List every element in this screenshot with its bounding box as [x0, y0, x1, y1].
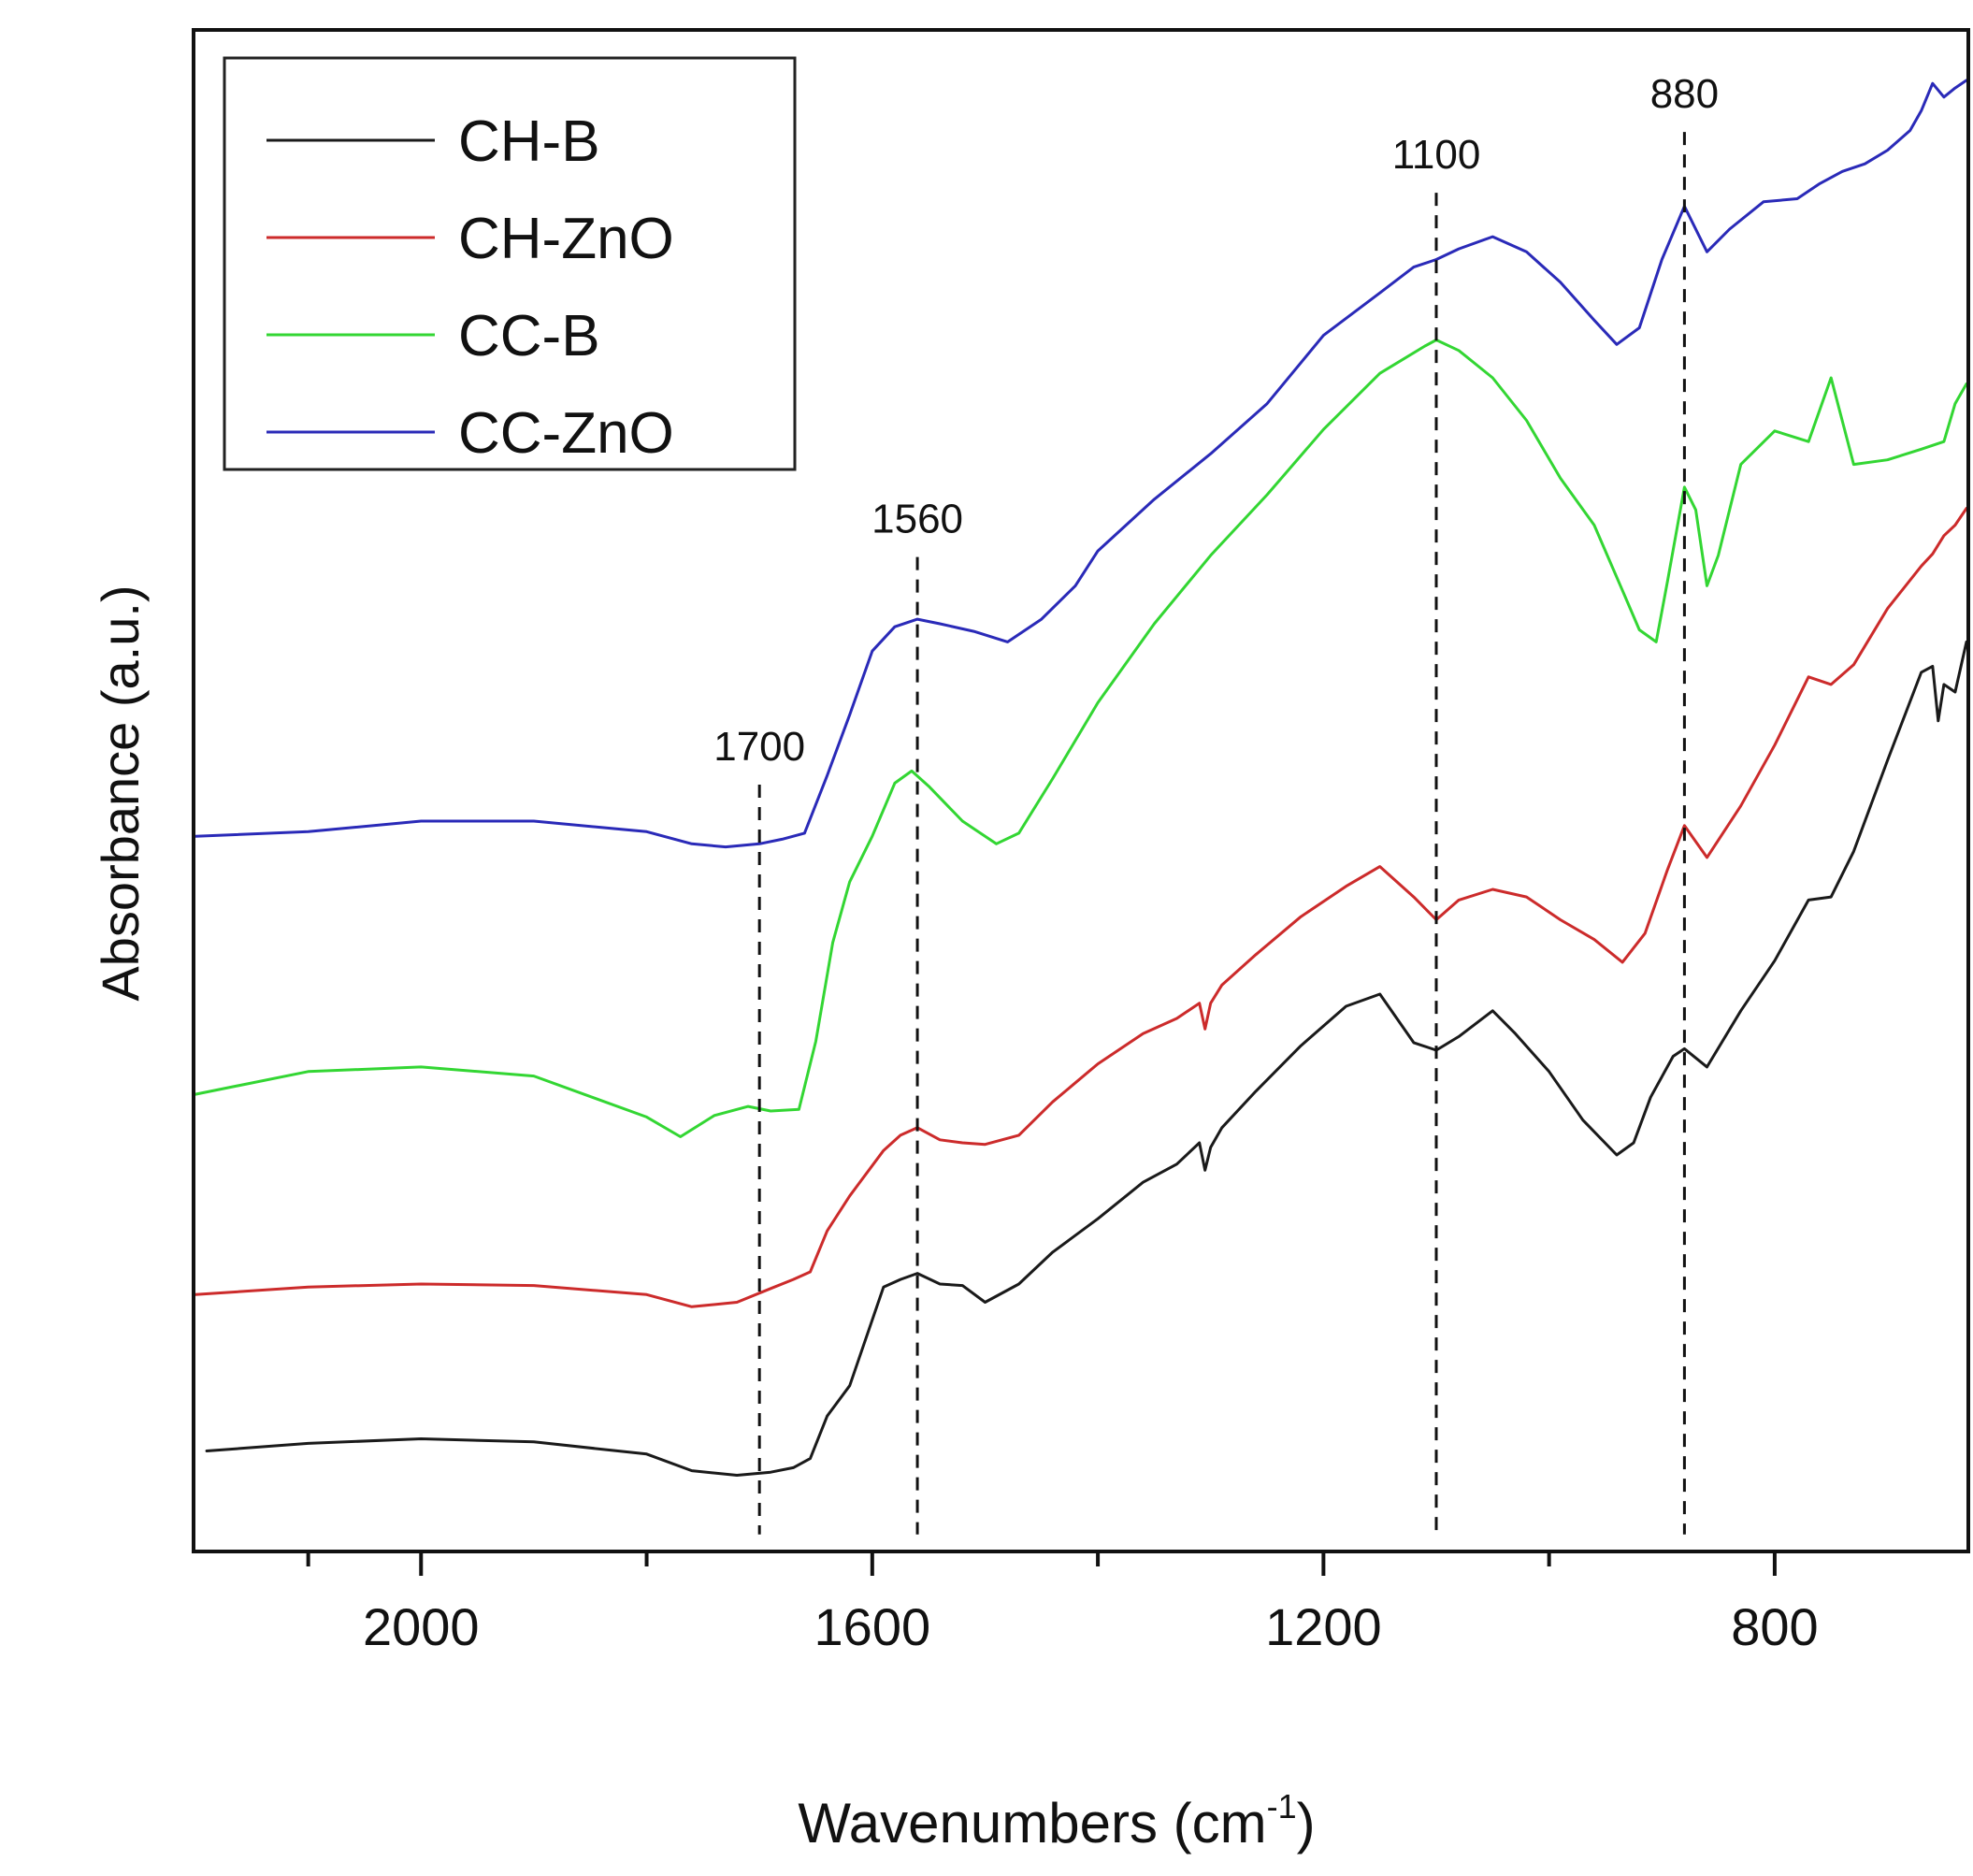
series-line-ch-b: [205, 640, 1968, 1477]
x-tick-label-2000: 2000: [363, 1597, 480, 1656]
x-tick-label-800: 800: [1731, 1597, 1818, 1656]
series-layer: [194, 79, 1968, 1477]
legend-label-cc-b: CC-B: [458, 304, 600, 368]
series-line-cc-b: [194, 339, 1968, 1138]
legend-label-cc-zno: CC-ZnO: [458, 401, 674, 466]
series-line-cc-zno: [194, 79, 1968, 849]
reference-label-1560: 1560: [871, 497, 963, 542]
x-tick-label-1600: 1600: [814, 1597, 931, 1656]
legend-box: [223, 56, 797, 471]
y-axis-label: Absorbance (a.u.): [91, 584, 150, 1001]
reference-label-880: 880: [1650, 71, 1719, 117]
reference-lines: 1700 1560 1100 880: [713, 71, 1719, 1535]
reference-label-1700: 1700: [713, 724, 805, 770]
plot-area: 1700 1560 1100 880 2000 1600 1200 800: [192, 28, 1970, 1656]
legend-label-ch-b: CH-B: [458, 109, 600, 174]
plot-frame: [192, 28, 1970, 1553]
x-axis-label: Wavenumbers (cm-1): [798, 1787, 1315, 1854]
reference-label-1100: 1100: [1392, 132, 1481, 178]
x-axis-label-superscript: -1: [1267, 1787, 1297, 1825]
x-axis-label-main: Wavenumbers (cm: [798, 1792, 1266, 1854]
series-line-ch-zno: [194, 507, 1968, 1308]
legend: CH-B CH-ZnO CC-B CC-ZnO: [223, 56, 797, 471]
legend-label-ch-zno: CH-ZnO: [458, 207, 674, 271]
x-tick-label-1200: 1200: [1265, 1597, 1382, 1656]
x-axis-ticks: 2000 1600 1200 800: [306, 1550, 1819, 1656]
x-axis-label-close: ): [1297, 1792, 1316, 1854]
